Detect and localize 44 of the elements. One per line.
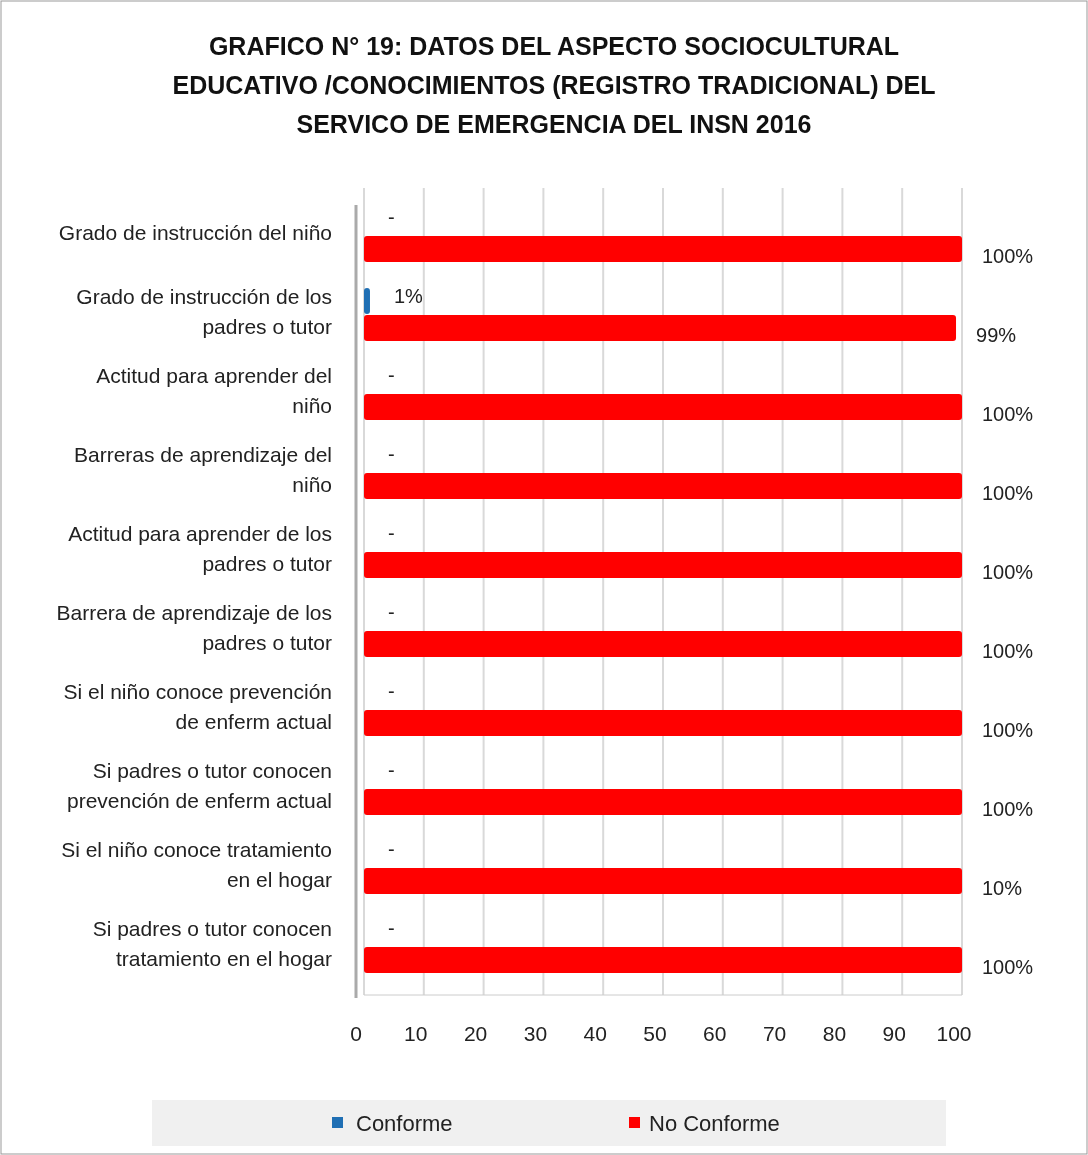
y-tick-label: Actitud para aprender del niño [96, 363, 332, 417]
data-label: - [388, 601, 395, 623]
data-label: - [388, 443, 395, 465]
x-tick-label: 70 [762, 1022, 787, 1045]
y-tick-label: Si el niño conoce prevención de enferm actual [63, 679, 332, 733]
data-label: 100% [982, 798, 1034, 820]
data-label: - [388, 680, 395, 702]
data-label: - [388, 206, 395, 228]
y-tick-label: Si padres o tutor conocen tratamiento en el hogar [92, 916, 333, 970]
data-label: 100% [982, 956, 1034, 978]
x-tick-label: 0 [350, 1022, 362, 1045]
legend-label: No Conforme [649, 1111, 780, 1136]
data-label: 100% [982, 719, 1034, 741]
data-label: 100% [982, 561, 1034, 583]
x-tick-label: 40 [583, 1022, 607, 1045]
y-tick-label: Barreras de aprendizaje del niño [74, 442, 332, 496]
data-label: 100% [982, 403, 1034, 425]
data-label: - [388, 364, 395, 386]
data-label: - [388, 759, 395, 781]
x-tick-label: 100 [936, 1022, 972, 1045]
data-label: - [388, 838, 395, 860]
y-tick-label: Grado de instrucción del niño [58, 220, 332, 244]
data-label: 99% [976, 324, 1017, 346]
y-tick-label: Si padres o tutor conocen prevención de enferm actual [67, 758, 332, 812]
x-tick-label: 60 [703, 1022, 727, 1045]
data-label: 100% [982, 640, 1034, 662]
y-tick-label: Si el niño conoce tratamiento en el hogar [61, 837, 332, 891]
x-tick-label: 20 [463, 1022, 488, 1045]
annotation: 10% [982, 877, 1023, 899]
x-tick-label: 50 [643, 1022, 667, 1045]
x-tick-label: 10 [404, 1022, 428, 1045]
data-label: - [388, 917, 395, 939]
y-tick-label: Grado de instrucción de los padres o tutor [76, 284, 332, 338]
y-tick-label: Barrera de aprendizaje de los padres o tutor [56, 600, 332, 654]
data-label: 1% [393, 285, 424, 307]
x-tick-label: 90 [882, 1022, 906, 1045]
data-label: 100% [982, 245, 1034, 267]
data-label: - [388, 522, 395, 544]
data-label: 100% [982, 482, 1034, 504]
chart-title: GRAFICO N° 19: DATOS DEL ASPECTO SOCIOCULTURAL EDUCATIVO /CONOCIMIENTOS (REGISTRO TRADICIONAL) DEL SERVICO DE EMERGENCIA DEL INSN 2016 [172, 32, 936, 138]
x-tick-label: 30 [523, 1022, 548, 1045]
y-tick-label: Actitud para aprender de los padres o tutor [68, 521, 332, 575]
legend-label: Conforme [356, 1111, 453, 1136]
x-tick-label: 80 [822, 1022, 847, 1045]
